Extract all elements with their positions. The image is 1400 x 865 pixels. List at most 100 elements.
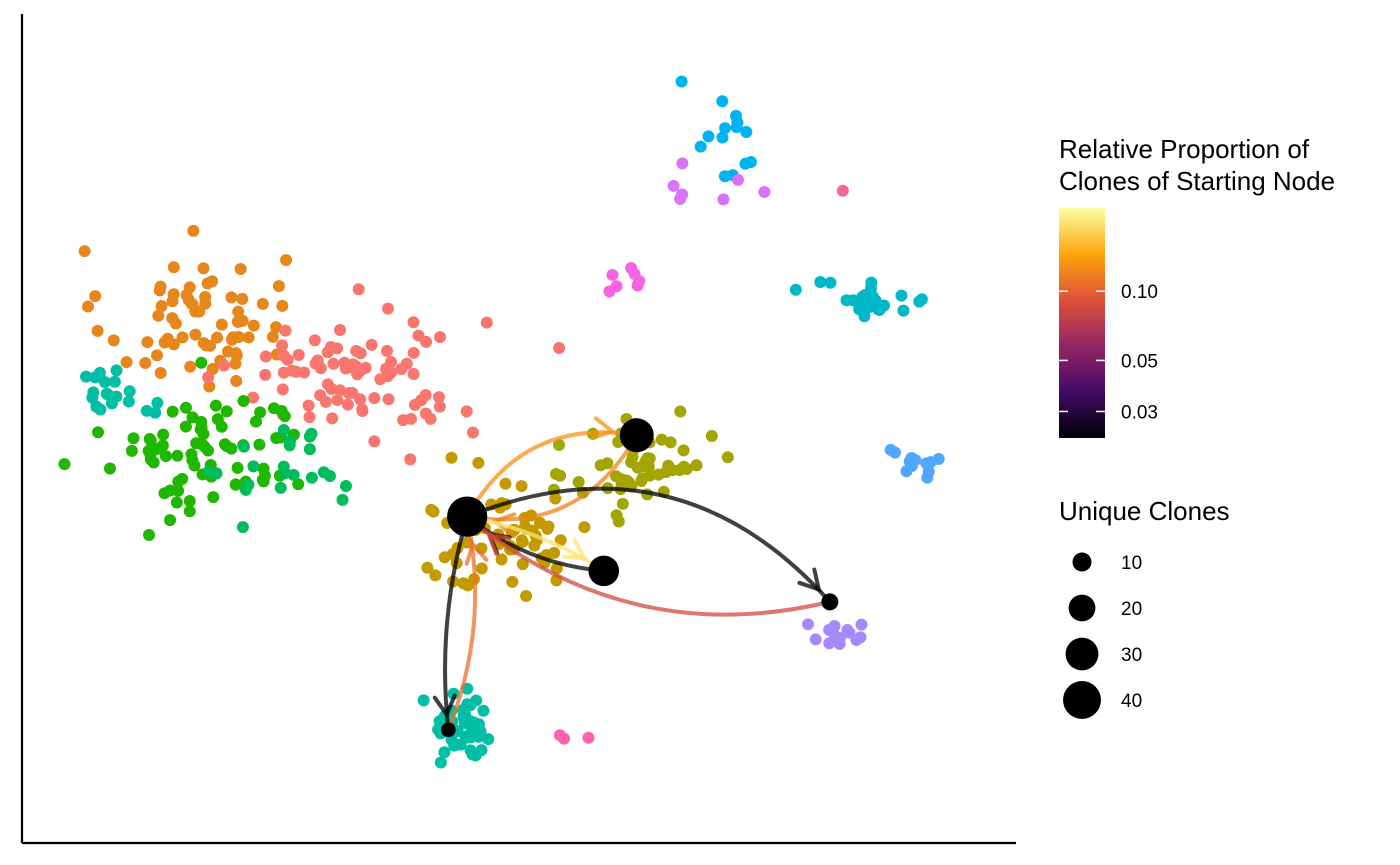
transition-edge — [465, 514, 832, 617]
scatter-point — [461, 698, 474, 711]
scatter-points — [58, 75, 945, 769]
scatter-point — [185, 297, 198, 310]
scatter-point — [407, 367, 420, 380]
colorbar-tick-label: 0.10 — [1121, 282, 1158, 303]
scatter-point — [802, 618, 815, 631]
scatter-point — [829, 630, 842, 643]
scatter-point — [167, 261, 180, 274]
transition-edge — [465, 433, 639, 522]
scatter-point — [170, 496, 183, 509]
scatter-point — [352, 283, 365, 296]
scatter-point — [275, 405, 288, 418]
scatter-point — [90, 400, 103, 413]
scatter-point — [82, 300, 95, 313]
scatter-point — [365, 338, 378, 351]
cluster-node — [619, 418, 654, 453]
transition-edges — [432, 416, 832, 732]
scatter-point — [381, 302, 394, 315]
scatter-point — [932, 453, 945, 466]
scatter-point — [325, 341, 338, 354]
scatter-point — [836, 184, 849, 197]
scatter-point — [558, 732, 571, 745]
scatter-point — [516, 558, 529, 571]
scatter-point — [93, 366, 106, 379]
scatter-point — [675, 75, 688, 88]
scatter-point — [303, 411, 316, 424]
size-legend-label: 40 — [1121, 691, 1142, 712]
scatter-point — [154, 366, 167, 379]
scatter-point — [187, 224, 200, 237]
size-legend-swatch — [1068, 594, 1096, 622]
scatter-point — [171, 449, 184, 462]
scatter-point — [667, 179, 680, 192]
scatter-point — [417, 694, 430, 707]
scatter-point — [176, 331, 189, 344]
size-legend: Unique Clones 10 20 30 40 — [1059, 496, 1230, 719]
cluster-node — [821, 593, 839, 611]
scatter-point — [231, 315, 244, 328]
scatter-point — [122, 395, 135, 408]
scatter-point — [183, 505, 196, 518]
scatter-point — [247, 391, 260, 404]
scatter-point — [824, 276, 837, 289]
scatter-point — [327, 357, 340, 370]
scatter-point — [197, 262, 210, 275]
scatter-point — [283, 439, 296, 452]
scatter-point — [582, 731, 595, 744]
scatter-point — [716, 131, 729, 144]
scatter-point — [610, 509, 623, 522]
scatter-point — [89, 290, 102, 303]
scatter-point — [164, 514, 177, 527]
scatter-point — [407, 346, 420, 359]
scatter-point — [884, 443, 897, 456]
scatter-point — [257, 475, 270, 488]
scatter-point — [719, 122, 732, 135]
scatter-point — [553, 342, 566, 355]
scatter-point — [143, 528, 156, 541]
scatter-point — [359, 361, 372, 374]
scatter-point — [98, 376, 111, 389]
scatter-point — [533, 516, 546, 529]
scatter-point — [351, 368, 364, 381]
scatter-point — [408, 398, 421, 411]
scatter-point — [921, 471, 934, 484]
scatter-point — [457, 710, 470, 723]
scatter-point — [159, 450, 172, 463]
scatter-point — [445, 451, 458, 464]
scatter-point — [203, 380, 216, 393]
size-legend-label: 30 — [1121, 645, 1142, 666]
scatter-point — [694, 140, 707, 153]
scatter-point — [850, 633, 863, 646]
scatter-point — [185, 448, 198, 461]
scatter-point — [334, 323, 347, 336]
scatter-point — [58, 458, 71, 471]
scatter-point — [311, 354, 324, 367]
scatter-point — [184, 360, 197, 373]
scatter-point — [277, 460, 290, 473]
scatter-point — [626, 450, 639, 463]
scatter-point — [272, 280, 285, 293]
scatter-point — [477, 704, 490, 717]
scatter-point — [105, 397, 118, 410]
scatter-point — [920, 457, 933, 470]
scatter-point — [336, 493, 349, 506]
scatter-point — [247, 460, 260, 473]
scatter-point — [176, 472, 189, 485]
scatter-point — [732, 173, 745, 186]
scatter-point — [125, 444, 138, 457]
scatter-point — [475, 562, 488, 575]
scatter-point — [480, 316, 493, 329]
scatter-point — [237, 440, 250, 453]
scatter-point — [242, 478, 255, 491]
scatter-point — [438, 746, 451, 759]
scatter-point — [188, 459, 201, 472]
scatter-point — [615, 473, 628, 486]
scatter-point — [429, 569, 442, 582]
scatter-point — [196, 438, 209, 451]
scatter-point — [419, 407, 432, 420]
scatter-point — [237, 394, 250, 407]
scatter-point — [610, 280, 623, 293]
scatter-point — [865, 276, 878, 289]
scatter-point — [231, 461, 244, 474]
scatter-point — [384, 366, 397, 379]
